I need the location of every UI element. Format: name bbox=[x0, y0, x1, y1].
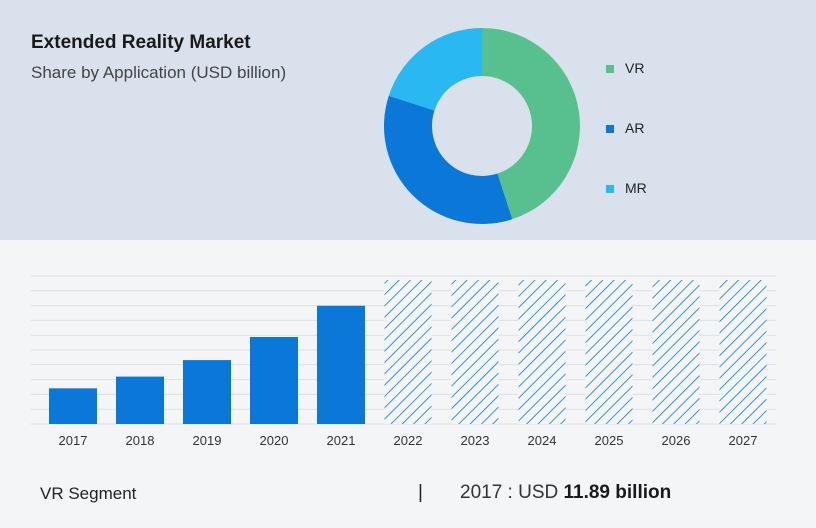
forecast-bar-2023 bbox=[451, 280, 499, 424]
bar-2018 bbox=[116, 376, 164, 424]
legend-label-ar: AR bbox=[625, 120, 645, 136]
chart-subtitle: Share by Application (USD billion) bbox=[31, 63, 287, 82]
x-tick-label: 2024 bbox=[528, 433, 557, 448]
x-tick-label: 2017 bbox=[59, 433, 88, 448]
legend-label-vr: VR bbox=[625, 60, 645, 76]
x-tick-label: 2022 bbox=[394, 433, 423, 448]
bar-2020 bbox=[250, 337, 298, 424]
forecast-bar-2026 bbox=[652, 280, 700, 424]
x-tick-label: 2019 bbox=[193, 433, 222, 448]
donut-slice-ar bbox=[384, 95, 513, 224]
donut-slice-vr bbox=[482, 28, 580, 220]
x-tick-label: 2027 bbox=[729, 433, 758, 448]
footer-value-amount: 11.89 billion bbox=[563, 482, 672, 503]
legend-swatch-ar bbox=[606, 125, 614, 133]
donut-slice-mr bbox=[388, 28, 482, 111]
forecast-bar-2022 bbox=[384, 280, 432, 424]
bar-2017 bbox=[49, 388, 97, 424]
legend-label-mr: MR bbox=[625, 180, 647, 196]
forecast-bar-2027 bbox=[719, 280, 767, 424]
bar-chart: 2017 2018 2019 2020 2021 2022 2023 2024 2025 2026… bbox=[31, 275, 776, 448]
footer-separator: | bbox=[418, 482, 423, 503]
bar-2019 bbox=[183, 360, 231, 424]
legend-swatch-mr bbox=[606, 185, 614, 193]
x-tick-label: 2023 bbox=[461, 433, 490, 448]
forecast-bar-2024 bbox=[518, 280, 566, 424]
segment-label: VR Segment bbox=[40, 484, 137, 503]
forecast-bar-2025 bbox=[585, 280, 633, 424]
x-tick-label: 2020 bbox=[260, 433, 289, 448]
x-tick-label: 2025 bbox=[595, 433, 624, 448]
x-tick-label: 2026 bbox=[662, 433, 691, 448]
legend-swatch-vr bbox=[606, 65, 614, 73]
x-tick-label: 2021 bbox=[327, 433, 356, 448]
donut-chart bbox=[384, 28, 580, 224]
footer-year-prefix: 2017 : USD bbox=[460, 482, 564, 503]
bar-2021 bbox=[317, 305, 365, 424]
x-tick-label: 2018 bbox=[126, 433, 155, 448]
footer-value: 2017 : USD 11.89 billion bbox=[460, 482, 671, 504]
chart-title: Extended Reality Market bbox=[31, 32, 251, 53]
